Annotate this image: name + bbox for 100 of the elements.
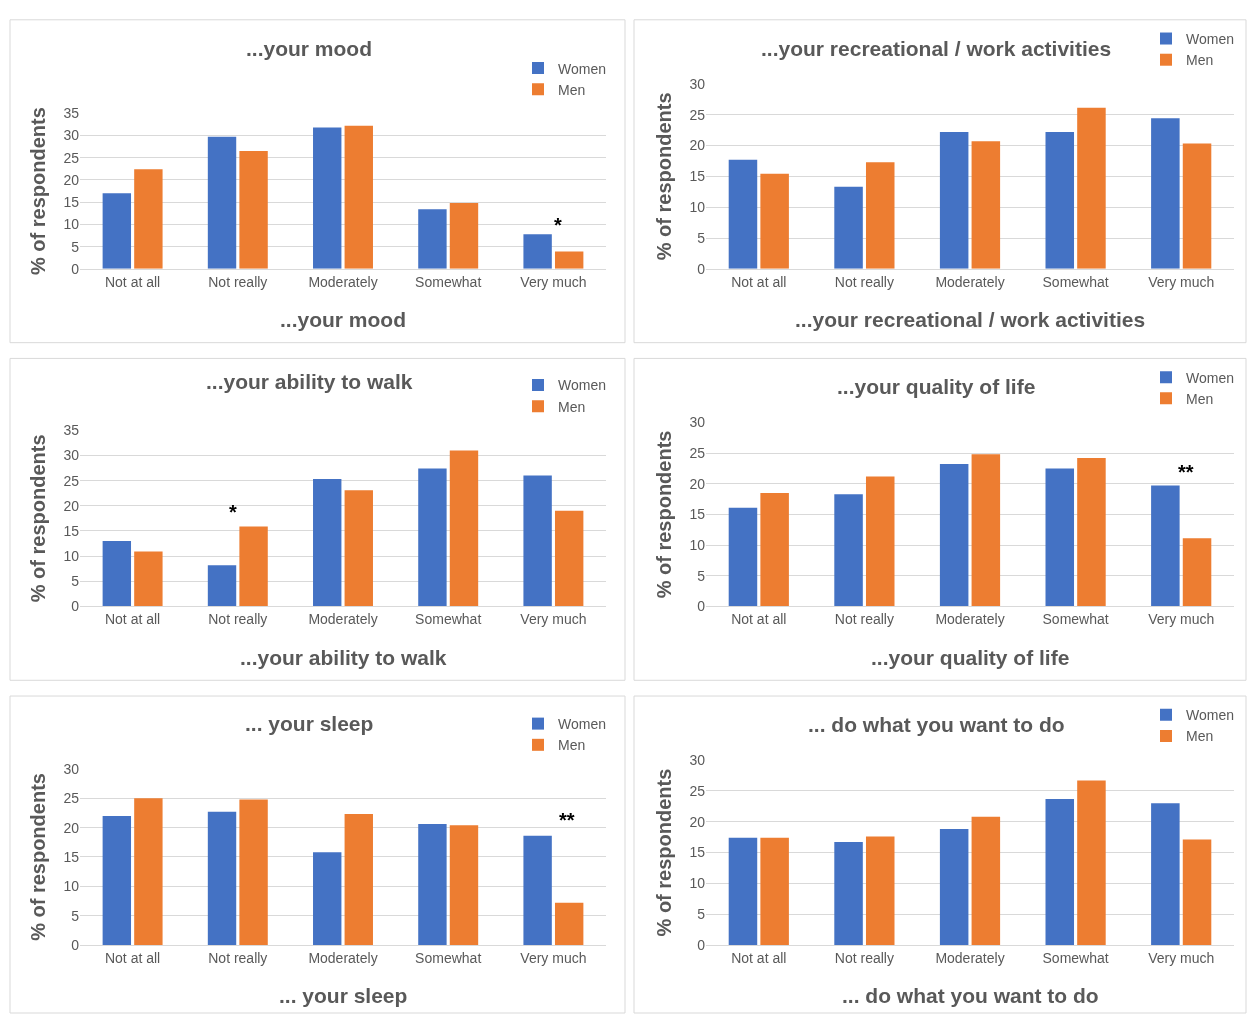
y-tick-label: 25 [63,149,80,166]
x-tick-label: Not at all [731,273,787,290]
bar [418,209,447,269]
bar [939,829,969,946]
bar [1151,803,1180,946]
bar [760,837,789,946]
y-tick-label: 25 [63,790,80,807]
y-tick-label: 25 [689,444,706,461]
y-tick-label: 25 [689,106,706,123]
bar [971,454,1001,607]
bar [1182,839,1212,946]
bar [1151,118,1180,269]
bar [523,475,552,607]
y-tick-label: 35 [63,422,80,439]
y-tick-label: 5 [71,907,80,924]
y-tick-label: 5 [697,567,706,584]
y-tick-label: 5 [697,906,706,923]
chart-title: ...your mood [246,37,372,60]
chart-title: ...your ability to walk [206,370,413,393]
x-tick-label: Not at all [731,611,787,628]
bar [239,799,268,946]
annotation: * [554,214,562,236]
x-tick-label: Not really [208,611,268,628]
bar [344,490,373,607]
bar [239,526,268,607]
y-tick-label: 0 [71,936,80,953]
bar [865,476,895,607]
y-tick-label: 15 [63,522,80,539]
y-axis-title: % of respondents [26,434,49,603]
bar [134,551,163,607]
y-tick-label: 10 [63,548,80,565]
y-tick-label: 15 [63,194,80,211]
x-tick-label: Not at all [104,273,161,290]
y-axis-title: % of respondents [652,92,675,261]
bar [344,814,373,946]
bar [523,234,552,269]
bar [760,173,789,269]
bar [1182,538,1212,607]
x-tick-label: Not really [208,273,268,290]
bar [728,837,758,946]
x-axis-title: ...your quality of life [871,646,1070,669]
bar [344,125,373,269]
y-axis-title: % of respondents [652,768,675,937]
bar [939,464,969,607]
annotation: * [229,501,237,523]
x-tick-label: Very much [1148,611,1215,628]
y-tick-label: 10 [689,875,706,892]
bar [134,798,163,946]
y-tick-label: 5 [71,238,80,255]
bar [1077,107,1106,269]
x-tick-label: Very much [1148,273,1215,290]
y-tick-label: 35 [63,105,80,122]
bar [102,541,132,607]
x-tick-label: Somewhat [415,273,482,290]
bar [102,815,132,946]
x-tick-label: Very much [520,273,587,290]
bar [449,825,479,946]
x-axis-title: ... do what you want to do [842,984,1099,1007]
bar [834,186,863,269]
y-tick-label: 0 [697,936,706,953]
bar [834,842,863,946]
y-tick-label: 20 [63,171,80,188]
x-axis-title: ...your recreational / work activities [795,308,1146,331]
y-tick-label: 20 [689,137,706,154]
y-tick-label: 0 [697,598,706,615]
legend-label: Men [1186,390,1214,407]
bar [554,251,584,269]
bar [728,159,758,269]
legend-label: Women [558,60,606,77]
x-tick-label: Somewhat [1042,273,1109,290]
annotation: ** [559,809,575,831]
chart-title: ... do what you want to do [808,713,1065,736]
bar [1045,798,1075,946]
y-tick-label: 10 [63,878,80,895]
bar [449,203,479,269]
legend-label: Women [558,377,606,394]
y-tick-label: 30 [689,75,706,92]
y-tick-label: 10 [63,216,80,233]
bar [971,141,1001,269]
bar [1045,468,1075,607]
bar [102,193,132,269]
bar [1077,457,1106,607]
y-tick-label: 20 [63,819,80,836]
x-tick-label: Somewhat [1042,949,1109,966]
bar [207,811,237,946]
legend-label: Men [558,737,586,754]
annotation: ** [1178,461,1194,483]
x-tick-label: Not at all [731,949,787,966]
bar [1182,143,1212,269]
bar [239,151,268,269]
x-tick-label: Not really [834,949,894,966]
chart-title: ... your sleep [245,712,374,735]
y-tick-label: 5 [71,573,80,590]
x-tick-label: Moderately [935,273,1005,290]
bar [418,824,447,946]
x-tick-label: Moderately [308,949,378,966]
y-tick-label: 15 [63,848,80,865]
bar [554,902,584,946]
y-tick-label: 30 [63,447,80,464]
bar [134,169,163,269]
